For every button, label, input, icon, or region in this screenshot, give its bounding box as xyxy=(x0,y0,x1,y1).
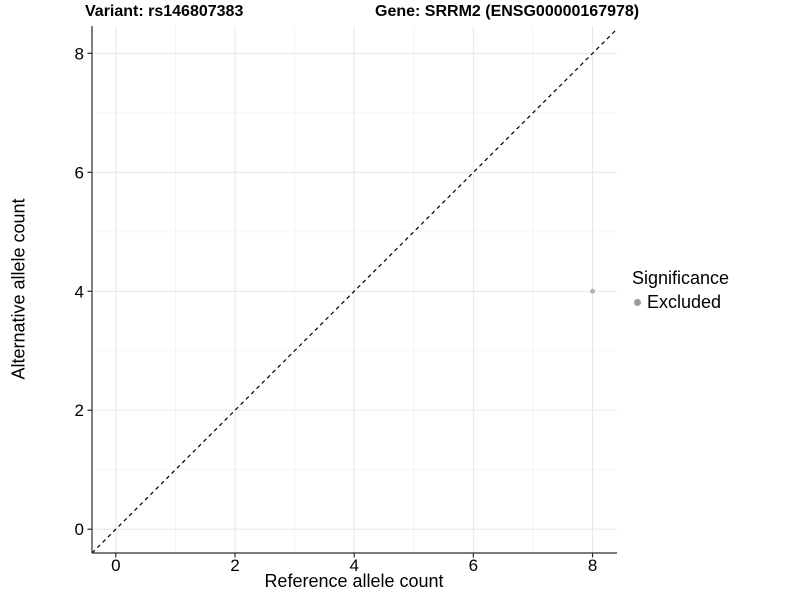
y-tick-label: 4 xyxy=(75,282,84,301)
x-tick-label: 2 xyxy=(230,556,239,575)
y-tick-label: 2 xyxy=(75,401,84,420)
x-tick-label: 6 xyxy=(469,556,478,575)
legend: Significance Excluded xyxy=(632,268,729,313)
data-point-excluded xyxy=(590,288,596,294)
x-tick-label: 4 xyxy=(349,556,358,575)
y-tick-label: 8 xyxy=(75,44,84,63)
x-tick-label: 0 xyxy=(111,556,120,575)
y-tick-label: 0 xyxy=(75,520,84,539)
x-axis-title: Reference allele count xyxy=(264,571,444,591)
legend-point-icon xyxy=(634,299,641,306)
legend-entry-excluded: Excluded xyxy=(632,292,729,313)
legend-entry-label: Excluded xyxy=(647,292,722,312)
x-tick-label: 8 xyxy=(588,556,597,575)
plot-title-gene: Gene: SRRM2 (ENSG00000167978) xyxy=(375,3,640,20)
y-axis-title: Alternative allele count xyxy=(8,198,29,380)
legend-title: Significance xyxy=(632,268,730,288)
y-tick-label: 6 xyxy=(75,163,84,182)
plot-title-variant: Variant: rs146807383 xyxy=(85,3,244,20)
identity-dashed-line xyxy=(91,28,618,554)
